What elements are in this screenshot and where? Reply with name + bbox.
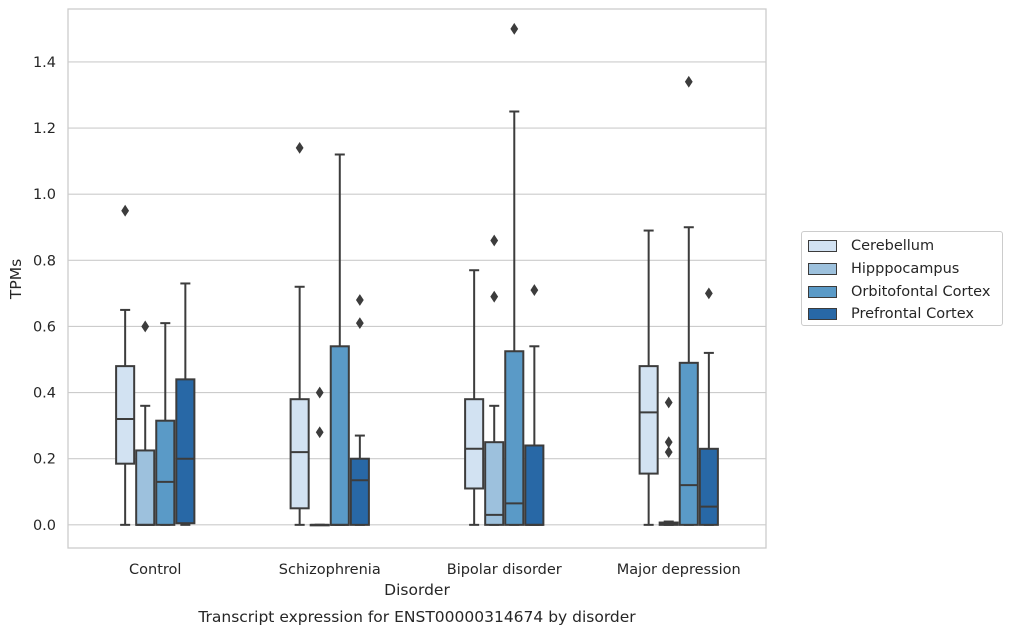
legend-label: Prefrontal Cortex — [851, 306, 974, 323]
legend-swatch-prefrontal — [808, 308, 837, 321]
y-tick-label: 1.4 — [33, 55, 56, 71]
box-cerebellum — [464, 269, 485, 526]
y-tick-label: 1.2 — [33, 121, 56, 137]
outlier-point — [490, 234, 499, 247]
outlier-point — [490, 290, 499, 303]
box-hipppocampus — [309, 386, 330, 527]
outlier-point — [530, 284, 539, 296]
outlier-point — [315, 426, 324, 439]
box-body — [638, 365, 659, 475]
outlier-point — [510, 22, 519, 35]
box-hipppocampus — [658, 396, 679, 526]
y-tick-label: 0.0 — [33, 518, 56, 534]
box-body — [349, 457, 370, 526]
outlier-point — [355, 317, 364, 330]
box-orbitofontal-cortex — [329, 153, 350, 526]
x-tick-label: Schizophrenia — [279, 562, 381, 578]
box-body — [524, 444, 545, 526]
outlier-point — [141, 320, 150, 333]
y-axis-label: TPMs — [7, 259, 25, 300]
legend: Cerebellum Hipppocampus Orbitofontal Cor… — [801, 231, 1003, 326]
legend-label: Hipppocampus — [851, 261, 960, 278]
chart-title: Transcript expression for ENST0000031467… — [197, 608, 636, 626]
box-hipppocampus — [484, 234, 505, 526]
legend-swatch-orbitofrontal — [808, 285, 837, 298]
outlier-point — [355, 294, 364, 306]
x-axis-ticks: Control Schizophrenia Bipolar disorder Majo… — [129, 562, 741, 578]
box-orbitofontal-cortex — [504, 22, 525, 526]
legend-swatch-hippocampus — [808, 263, 837, 276]
x-tick-label: Major depression — [617, 562, 741, 578]
box-cerebellum — [289, 141, 310, 526]
box-cerebellum — [638, 229, 659, 526]
outlier-point — [315, 386, 324, 399]
outlier-point — [295, 141, 304, 154]
legend-item: Hipppocampus — [808, 258, 1002, 281]
box-body — [115, 365, 136, 465]
box-prefrontal-cortex — [524, 284, 545, 526]
legend-swatch-cerebellum — [808, 240, 837, 253]
x-tick-label: Control — [129, 562, 181, 578]
legend-item: Prefrontal Cortex — [808, 303, 1002, 326]
box-prefrontal-cortex — [698, 287, 719, 526]
box-body — [135, 449, 156, 526]
box-prefrontal-cortex — [175, 282, 196, 526]
y-tick-label: 0.2 — [33, 452, 56, 468]
outlier-point — [121, 204, 130, 217]
box-body — [504, 350, 525, 526]
y-tick-label: 0.4 — [33, 386, 56, 402]
box-orbitofontal-cortex — [678, 75, 699, 526]
box-body — [698, 447, 719, 526]
box-body — [155, 419, 176, 526]
outlier-point — [664, 446, 673, 459]
box-groups — [115, 22, 719, 527]
y-tick-label: 1.0 — [33, 187, 56, 203]
legend-label: Orbitofontal Cortex — [851, 283, 991, 300]
outlier-point — [664, 436, 673, 449]
legend-label: Cerebellum — [851, 238, 935, 255]
box-cerebellum — [115, 204, 136, 526]
x-axis-label: Disorder — [384, 581, 450, 599]
legend-item: Orbitofontal Cortex — [808, 280, 1002, 303]
box-hipppocampus — [135, 320, 156, 526]
plot-frame — [67, 8, 767, 549]
box-body — [678, 361, 699, 526]
outlier-point — [664, 396, 673, 409]
box-body — [464, 398, 485, 490]
outlier-point — [704, 287, 713, 300]
x-tick-label: Bipolar disorder — [447, 562, 562, 578]
box-body — [175, 378, 196, 525]
box-body — [329, 345, 350, 526]
y-tick-label: 0.6 — [33, 319, 56, 335]
box-orbitofontal-cortex — [155, 322, 176, 526]
y-tick-label: 0.8 — [33, 253, 56, 269]
box-body — [484, 441, 505, 526]
legend-item: Cerebellum — [808, 235, 1002, 258]
box-prefrontal-cortex — [349, 294, 370, 526]
y-axis-ticks: 0.0 0.2 0.4 0.6 0.8 1.0 1.2 1.4 — [33, 55, 56, 534]
outlier-point — [684, 75, 693, 88]
box-body — [289, 398, 310, 510]
